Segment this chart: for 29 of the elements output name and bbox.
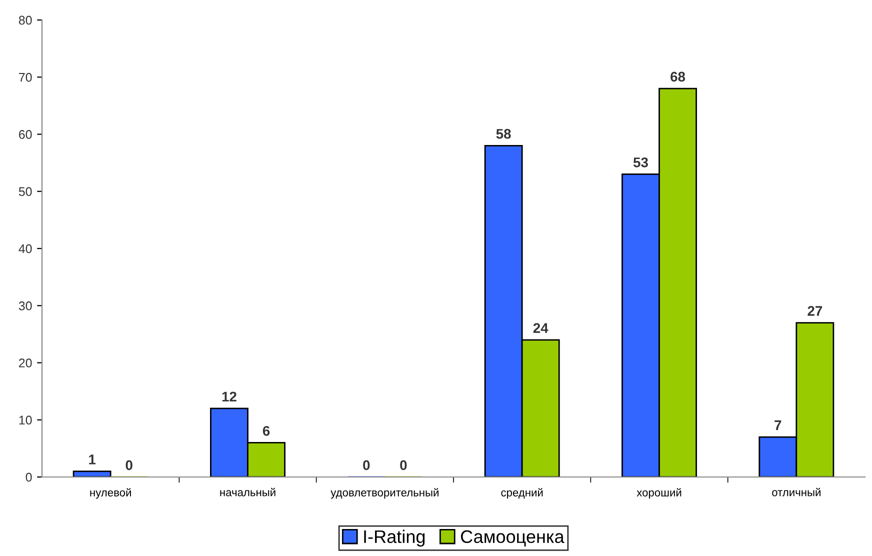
y-tick-label: 50: [18, 187, 32, 196]
x-tick-label: средний: [501, 488, 543, 499]
legend-label: Самооценка: [460, 530, 564, 546]
data-label: 27: [808, 306, 822, 316]
data-label: 68: [670, 72, 686, 82]
data-label: 53: [633, 157, 648, 168]
data-label: 0: [126, 460, 132, 470]
data-label: 58: [496, 128, 511, 139]
data-label: 24: [533, 323, 548, 333]
y-tick-label: 10: [19, 416, 32, 425]
y-tick-label: 40: [18, 244, 32, 254]
data-label: 1: [89, 454, 96, 464]
data-label: 0: [363, 460, 370, 470]
x-tick-label: удовлетворительный: [330, 488, 438, 499]
y-tick-label: 60: [19, 130, 32, 139]
data-label: 7: [774, 420, 782, 430]
x-tick-label: хороший: [636, 488, 682, 499]
data-label: 6: [262, 426, 270, 436]
y-tick-label: 70: [19, 72, 32, 82]
y-tick-label: 80: [18, 16, 32, 25]
x-tick-label: отличный: [772, 488, 820, 496]
data-label: 0: [400, 460, 407, 470]
x-tick-label: начальный: [220, 488, 276, 496]
y-tick-label: 0: [26, 472, 32, 482]
x-tick-label: нулевой: [90, 488, 131, 499]
data-label: 12: [222, 392, 236, 402]
y-tick-label: 20: [19, 358, 32, 368]
y-tick-label: 30: [18, 301, 32, 310]
legend-label: I-Rating: [364, 530, 425, 547]
